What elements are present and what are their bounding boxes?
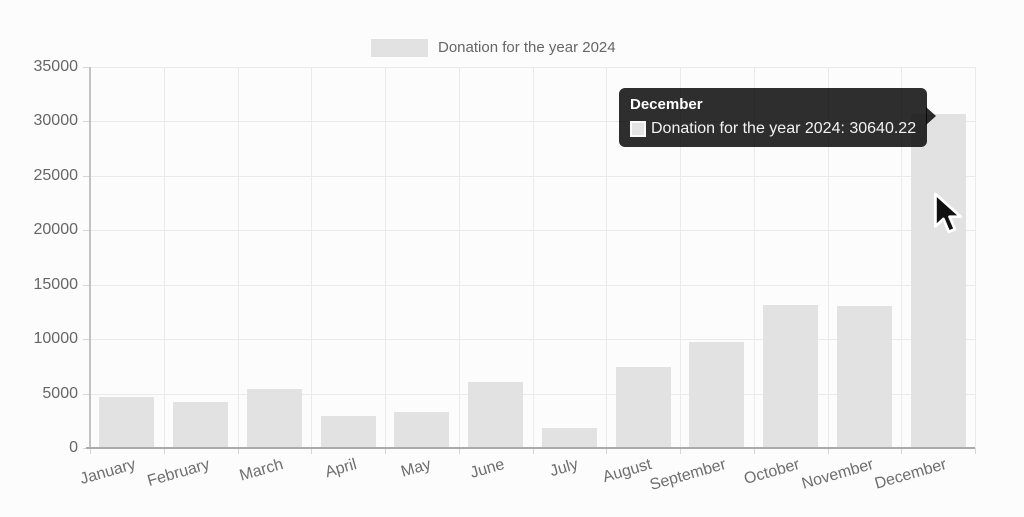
y-axis-tick xyxy=(83,284,90,286)
x-axis-tick xyxy=(753,448,755,454)
x-gridline xyxy=(237,67,239,448)
x-gridline xyxy=(385,67,386,448)
bar-september[interactable] xyxy=(689,342,745,448)
x-axis-tick xyxy=(163,448,165,454)
bar-january[interactable] xyxy=(99,396,155,448)
x-axis-tick xyxy=(237,448,239,454)
y-axis-tick xyxy=(83,175,90,177)
y-axis-label: 35000 xyxy=(33,58,79,75)
tooltip-swatch xyxy=(630,120,646,137)
x-axis-line xyxy=(86,447,975,449)
bar-april[interactable] xyxy=(320,416,376,448)
y-axis-tick xyxy=(83,230,90,232)
x-axis-tick xyxy=(606,448,608,454)
bar-february[interactable] xyxy=(173,401,229,448)
x-label-november: November xyxy=(799,456,876,493)
bar-july[interactable] xyxy=(541,428,597,448)
y-axis-line xyxy=(89,67,91,448)
x-axis-tick xyxy=(311,448,313,454)
y-axis-label: 25000 xyxy=(33,166,79,184)
legend-swatch xyxy=(371,39,428,57)
x-label-december: December xyxy=(873,456,949,493)
x-gridline xyxy=(901,67,903,448)
x-label-september: September xyxy=(647,456,728,494)
legend-label: Donation for the year 2024 xyxy=(438,39,616,56)
x-gridline xyxy=(458,67,460,448)
tooltip-row: Donation for the year 2024: 30640.22 xyxy=(630,119,916,138)
y-axis-label: 5000 xyxy=(42,384,78,402)
x-axis-tick xyxy=(901,448,903,454)
bar-may[interactable] xyxy=(394,411,450,448)
x-gridline xyxy=(606,67,608,448)
x-gridline xyxy=(753,67,755,448)
x-axis-tick xyxy=(975,448,976,454)
chart-tooltip: December Donation for the year 2024: 306… xyxy=(619,88,937,147)
bar-november[interactable] xyxy=(836,306,892,448)
bar-august[interactable] xyxy=(615,366,671,448)
legend-item[interactable]: Donation for the year 2024 xyxy=(371,39,616,57)
y-axis-label: 15000 xyxy=(33,275,79,293)
y-axis-label: 0 xyxy=(69,439,78,456)
x-axis-tick xyxy=(90,448,91,454)
x-gridline xyxy=(975,67,976,448)
x-label-june: June xyxy=(468,456,507,482)
x-axis-tick xyxy=(458,448,460,454)
tooltip-caret-icon xyxy=(926,107,937,125)
bar-december[interactable] xyxy=(910,114,966,448)
tooltip-title: December xyxy=(630,96,703,113)
x-gridline xyxy=(680,67,681,448)
y-axis-label: 10000 xyxy=(33,330,79,348)
bar-march[interactable] xyxy=(246,389,302,448)
y-axis-tick xyxy=(83,393,90,395)
x-label-july: July xyxy=(548,456,581,481)
x-label-february: February xyxy=(145,456,212,490)
y-axis-label: 20000 xyxy=(33,221,79,239)
y-axis-tick xyxy=(83,67,90,68)
x-axis-tick xyxy=(385,448,386,454)
x-axis-tick xyxy=(532,448,534,454)
x-label-october: October xyxy=(741,456,802,489)
x-label-january: January xyxy=(78,456,138,489)
bar-june[interactable] xyxy=(468,381,524,448)
x-label-march: March xyxy=(237,456,286,485)
tooltip-value-label: Donation for the year 2024: 30640.22 xyxy=(651,120,917,137)
bar-october[interactable] xyxy=(763,305,819,448)
y-axis-label: 30000 xyxy=(33,112,79,130)
y-axis-tick xyxy=(83,121,90,123)
x-label-may: May xyxy=(398,456,433,481)
x-axis-tick xyxy=(680,448,681,454)
x-axis-tick xyxy=(827,448,829,454)
x-gridline xyxy=(827,67,829,448)
x-gridline xyxy=(163,67,165,448)
x-gridline xyxy=(532,67,534,448)
mouse-cursor-icon xyxy=(934,192,962,234)
x-label-august: August xyxy=(601,456,654,487)
y-axis-tick xyxy=(83,339,90,341)
x-label-april: April xyxy=(323,456,359,482)
x-gridline xyxy=(311,67,313,448)
